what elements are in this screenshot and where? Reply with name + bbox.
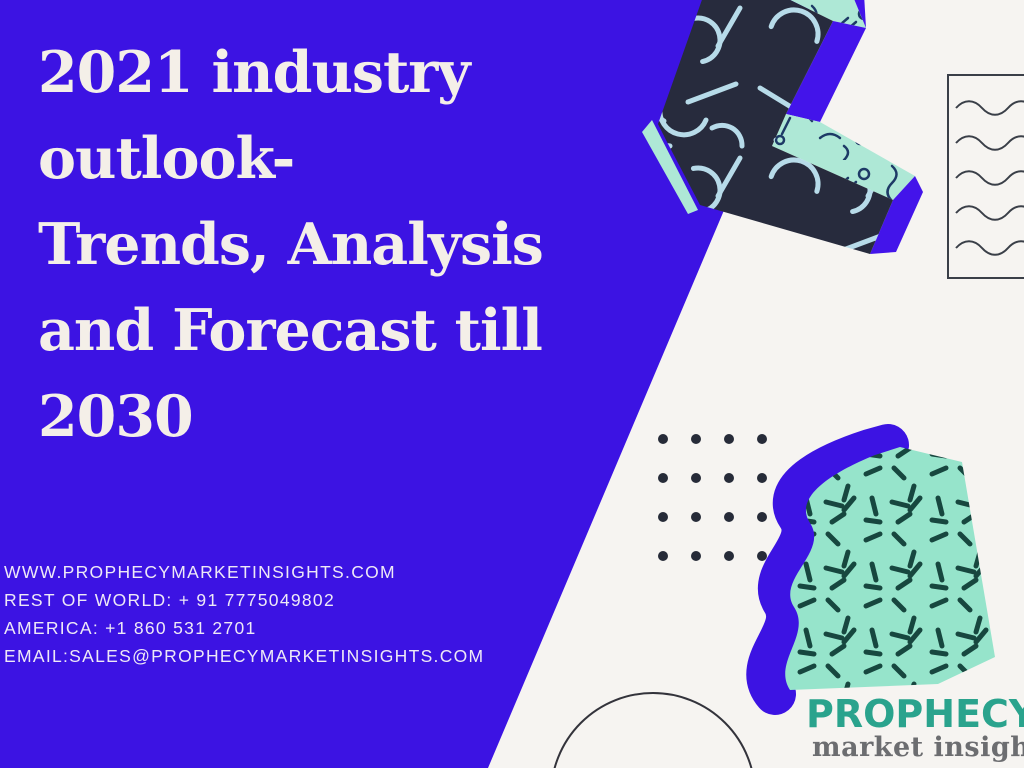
title-line-1: 2021 industry: [38, 39, 470, 106]
email-text: EMAIL:SALES@PROPHECYMARKETINSIGHTS.COM: [4, 646, 485, 666]
phone-rest-of-world: REST OF WORLD: + 91 7775049802: [4, 590, 335, 610]
brand-logo: PROPHECY market insights: [806, 694, 1024, 762]
title-line-3: Trends, Analysis: [38, 211, 544, 278]
phone-america: AMERICA: +1 860 531 2701: [4, 618, 257, 638]
title-line-5: 2030: [38, 383, 194, 450]
website-text: WWW.PROPHECYMARKETINSIGHTS.COM: [4, 562, 396, 582]
dots-grid: [658, 434, 767, 561]
wavy-lines-box: [947, 74, 1024, 279]
chevron-3d-shape: [642, 0, 923, 254]
blue-diagonal-panel: [0, 0, 813, 768]
title-line-2: outlook-: [38, 125, 295, 192]
blob-teal-body: [785, 447, 995, 690]
brand-name: PROPHECY: [806, 692, 1024, 736]
circle-outline: [553, 692, 753, 768]
memphis-blob: [746, 424, 995, 715]
contact-info: WWW.PROPHECYMARKETINSIGHTS.COM REST OF W…: [4, 558, 484, 670]
page-title: 2021 industry outlook- Trends, Analysis …: [38, 30, 658, 460]
brand-tagline: market insights: [812, 732, 1024, 763]
title-line-4: and Forecast till: [38, 297, 543, 364]
blob-blue-wave: [746, 424, 909, 715]
